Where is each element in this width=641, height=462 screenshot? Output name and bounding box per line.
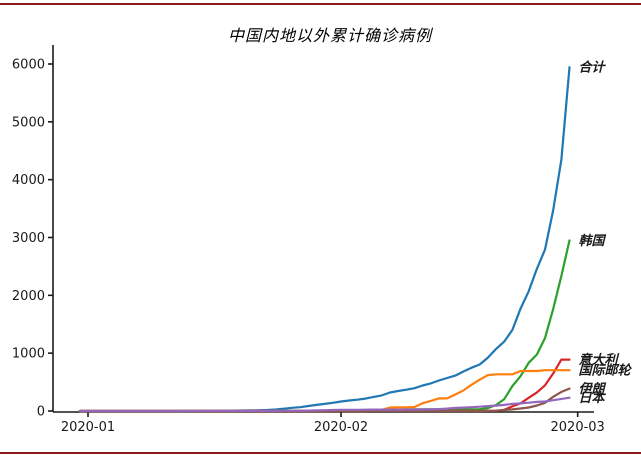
x-tick-label: 2020-02 [314,420,368,435]
y-tick-label: 2000 [12,289,45,304]
series-line-1 [78,239,571,413]
series-label-1: 韩国 [579,233,607,249]
y-tick-label: 3000 [12,231,45,246]
series-label-0: 合计 [579,60,607,76]
top-divider-rule [0,3,641,5]
chart-title: 中国内地以外累计确诊病例 [227,26,432,45]
series-line-5 [78,396,571,413]
series-line-0 [78,66,571,413]
series-label-3: 国际邮轮 [579,363,633,379]
y-tick-label: 4000 [12,173,45,188]
y-tick-label: 0 [37,405,45,420]
series-label-5: 日本 [579,390,607,406]
y-tick-label: 1000 [12,347,45,362]
series-line-4 [78,387,571,413]
x-tick-label: 2020-01 [61,420,115,435]
y-tick-label: 6000 [12,58,45,73]
x-tick-label: 2020-03 [551,420,605,435]
series-label-4: 伊朗 [579,381,607,397]
series-label-2: 意大利 [579,352,620,368]
bottom-divider-rule [0,452,641,454]
y-tick-label: 5000 [12,115,45,130]
